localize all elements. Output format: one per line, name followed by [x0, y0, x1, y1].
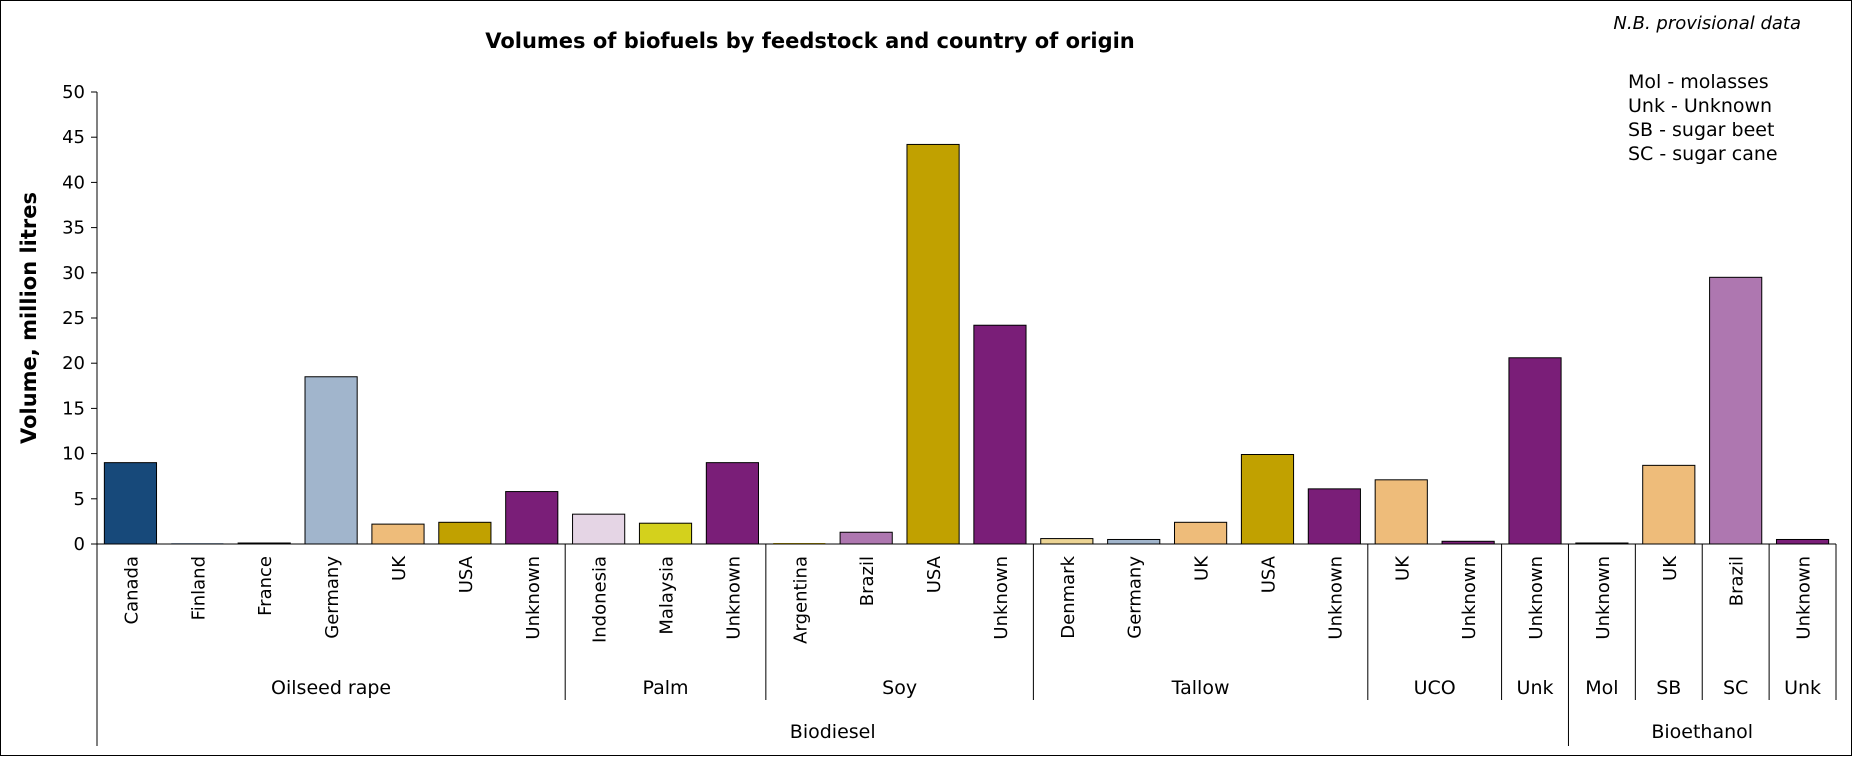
bar: [304, 376, 358, 545]
feedstock-group-label: Unk: [1784, 677, 1821, 699]
x-category-label: USA: [1258, 555, 1279, 593]
y-tick-label: 40: [62, 172, 85, 193]
y-tick-label: 50: [62, 82, 85, 103]
feedstock-group-label: UCO: [1414, 677, 1456, 699]
x-category-label: UK: [1192, 555, 1213, 581]
bars: [103, 143, 1830, 545]
x-category-label: Unknown: [723, 556, 744, 640]
x-category-label: Argentina: [790, 556, 811, 644]
legend-entry: Unk - Unknown: [1628, 95, 1772, 117]
bar: [973, 324, 1027, 545]
x-category-label: Malaysia: [657, 556, 678, 635]
bar: [1107, 538, 1161, 545]
legend-entry: SB - sugar beet: [1628, 119, 1774, 141]
x-category-label: Indonesia: [590, 556, 611, 643]
bar: [1709, 276, 1763, 545]
bar: [1240, 454, 1295, 545]
bar: [705, 462, 759, 545]
y-tick-label: 30: [62, 263, 85, 284]
x-category-label: France: [255, 556, 276, 616]
x-category-label: Canada: [121, 556, 142, 625]
bar: [1174, 521, 1228, 545]
bar: [505, 491, 559, 545]
chart-title: Volumes of biofuels by feedstock and cou…: [485, 29, 1135, 53]
x-category-label: Brazil: [857, 556, 878, 606]
fuel-group-label: Biodiesel: [790, 721, 876, 743]
feedstock-group-label: Tallow: [1171, 677, 1230, 699]
legend-entry: SC - sugar cane: [1628, 143, 1778, 165]
bar: [438, 521, 492, 545]
bar: [1307, 488, 1361, 545]
y-tick-label: 15: [62, 398, 85, 419]
feedstock-group-label: Oilseed rape: [271, 677, 391, 699]
x-category-label: Unknown: [1794, 556, 1815, 640]
bar: [1642, 464, 1696, 545]
x-category-label: Denmark: [1058, 555, 1079, 638]
y-tick-label: 10: [62, 444, 85, 465]
x-category-label: USA: [456, 555, 477, 593]
x-axis: Canada Finland France Germany UK USA Unknown In…: [96, 543, 1837, 746]
x-category-label: Unknown: [991, 556, 1012, 640]
feedstock-group-label: Mol: [1585, 677, 1618, 699]
bar: [1374, 479, 1428, 545]
bar: [572, 513, 626, 545]
bar: [906, 143, 960, 545]
x-category-label: USA: [924, 555, 945, 593]
y-axis: 0 5 10 15 20 25 30 35 40 45 50: [62, 82, 98, 555]
bar: [103, 462, 158, 545]
y-tick-label: 5: [74, 489, 85, 510]
x-category-label: Unknown: [523, 556, 544, 640]
feedstock-group-label: Palm: [642, 677, 688, 699]
feedstock-group-label: SC: [1723, 677, 1748, 699]
bar: [1775, 538, 1830, 545]
x-category-label: Unknown: [1593, 556, 1614, 640]
feedstock-group-label: SB: [1656, 677, 1681, 699]
x-category-label: Unknown: [1459, 556, 1480, 640]
bar: [1508, 357, 1562, 545]
y-tick-label: 35: [62, 218, 85, 239]
bar: [839, 531, 893, 545]
provisional-data-note: N.B. provisional data: [1613, 13, 1801, 34]
bar: [638, 522, 693, 545]
y-axis-label: Volume, million litres: [17, 192, 41, 444]
x-category-label: Finland: [188, 556, 209, 620]
x-category-label: UK: [1660, 555, 1681, 581]
y-tick-label: 25: [62, 308, 85, 329]
x-category-label: Unknown: [1526, 556, 1547, 640]
legend-entry: Mol - molasses: [1628, 71, 1769, 93]
bar: [1040, 538, 1094, 545]
y-tick-label: 20: [62, 353, 85, 374]
feedstock-group-label: Unk: [1517, 677, 1554, 699]
feedstock-group-label: Soy: [882, 677, 917, 699]
x-category-label: UK: [389, 555, 410, 581]
bar: [371, 523, 425, 545]
fuel-group-label: Bioethanol: [1651, 721, 1753, 743]
x-category-label: Germany: [322, 556, 343, 639]
x-category-label: UK: [1392, 555, 1413, 581]
x-category-label: Unknown: [1325, 556, 1346, 640]
y-tick-label: 0: [74, 534, 85, 555]
y-tick-label: 45: [62, 127, 85, 148]
x-category-label: Brazil: [1727, 556, 1748, 606]
x-category-label: Germany: [1125, 556, 1146, 639]
